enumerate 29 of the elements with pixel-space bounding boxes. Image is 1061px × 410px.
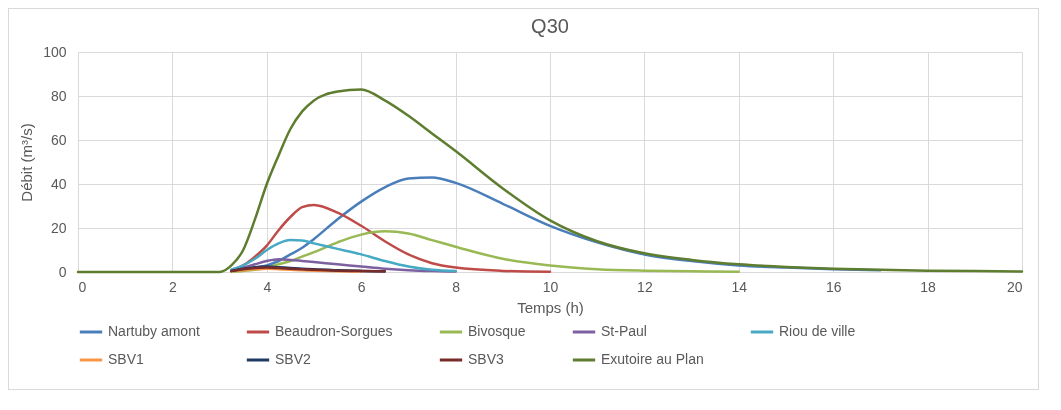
legend-label: St-Paul xyxy=(601,323,647,339)
legend-label: Bivosque xyxy=(468,323,526,339)
x-tick-label: 14 xyxy=(731,278,748,295)
legend-label: Riou de ville xyxy=(779,323,856,339)
x-tick-label: 2 xyxy=(169,278,177,295)
x-tick-label: 18 xyxy=(920,278,937,295)
x-tick-label: 10 xyxy=(542,278,559,295)
x-tick-label: 16 xyxy=(825,278,842,295)
x-tick-label: 8 xyxy=(452,278,461,295)
x-tick-label: 12 xyxy=(637,278,653,295)
x-tick-label: 4 xyxy=(263,278,272,295)
legend-label: Nartuby amont xyxy=(108,323,200,339)
legend-label: Beaudron-Sorgues xyxy=(275,323,393,339)
y-tick-label: 60 xyxy=(50,131,67,148)
y-tick-label: 40 xyxy=(50,175,67,192)
legend-label: SBV2 xyxy=(275,351,312,367)
x-tick-label: 0 xyxy=(78,278,87,295)
chart-title: Q30 xyxy=(531,15,569,37)
legend-label: Exutoire au Plan xyxy=(601,351,704,367)
legend-label: SBV1 xyxy=(108,351,145,367)
y-tick-label: 100 xyxy=(43,43,67,60)
x-tick-label: 20 xyxy=(1006,278,1023,295)
legend-label: SBV3 xyxy=(468,351,505,367)
x-axis-title: Temps (h) xyxy=(517,298,584,316)
y-tick-label: 20 xyxy=(50,219,67,236)
y-axis-title: Débit (m³/s) xyxy=(18,123,36,202)
x-tick-label: 6 xyxy=(357,278,366,295)
y-tick-label: 80 xyxy=(50,87,67,104)
y-tick-label: 0 xyxy=(58,263,67,280)
